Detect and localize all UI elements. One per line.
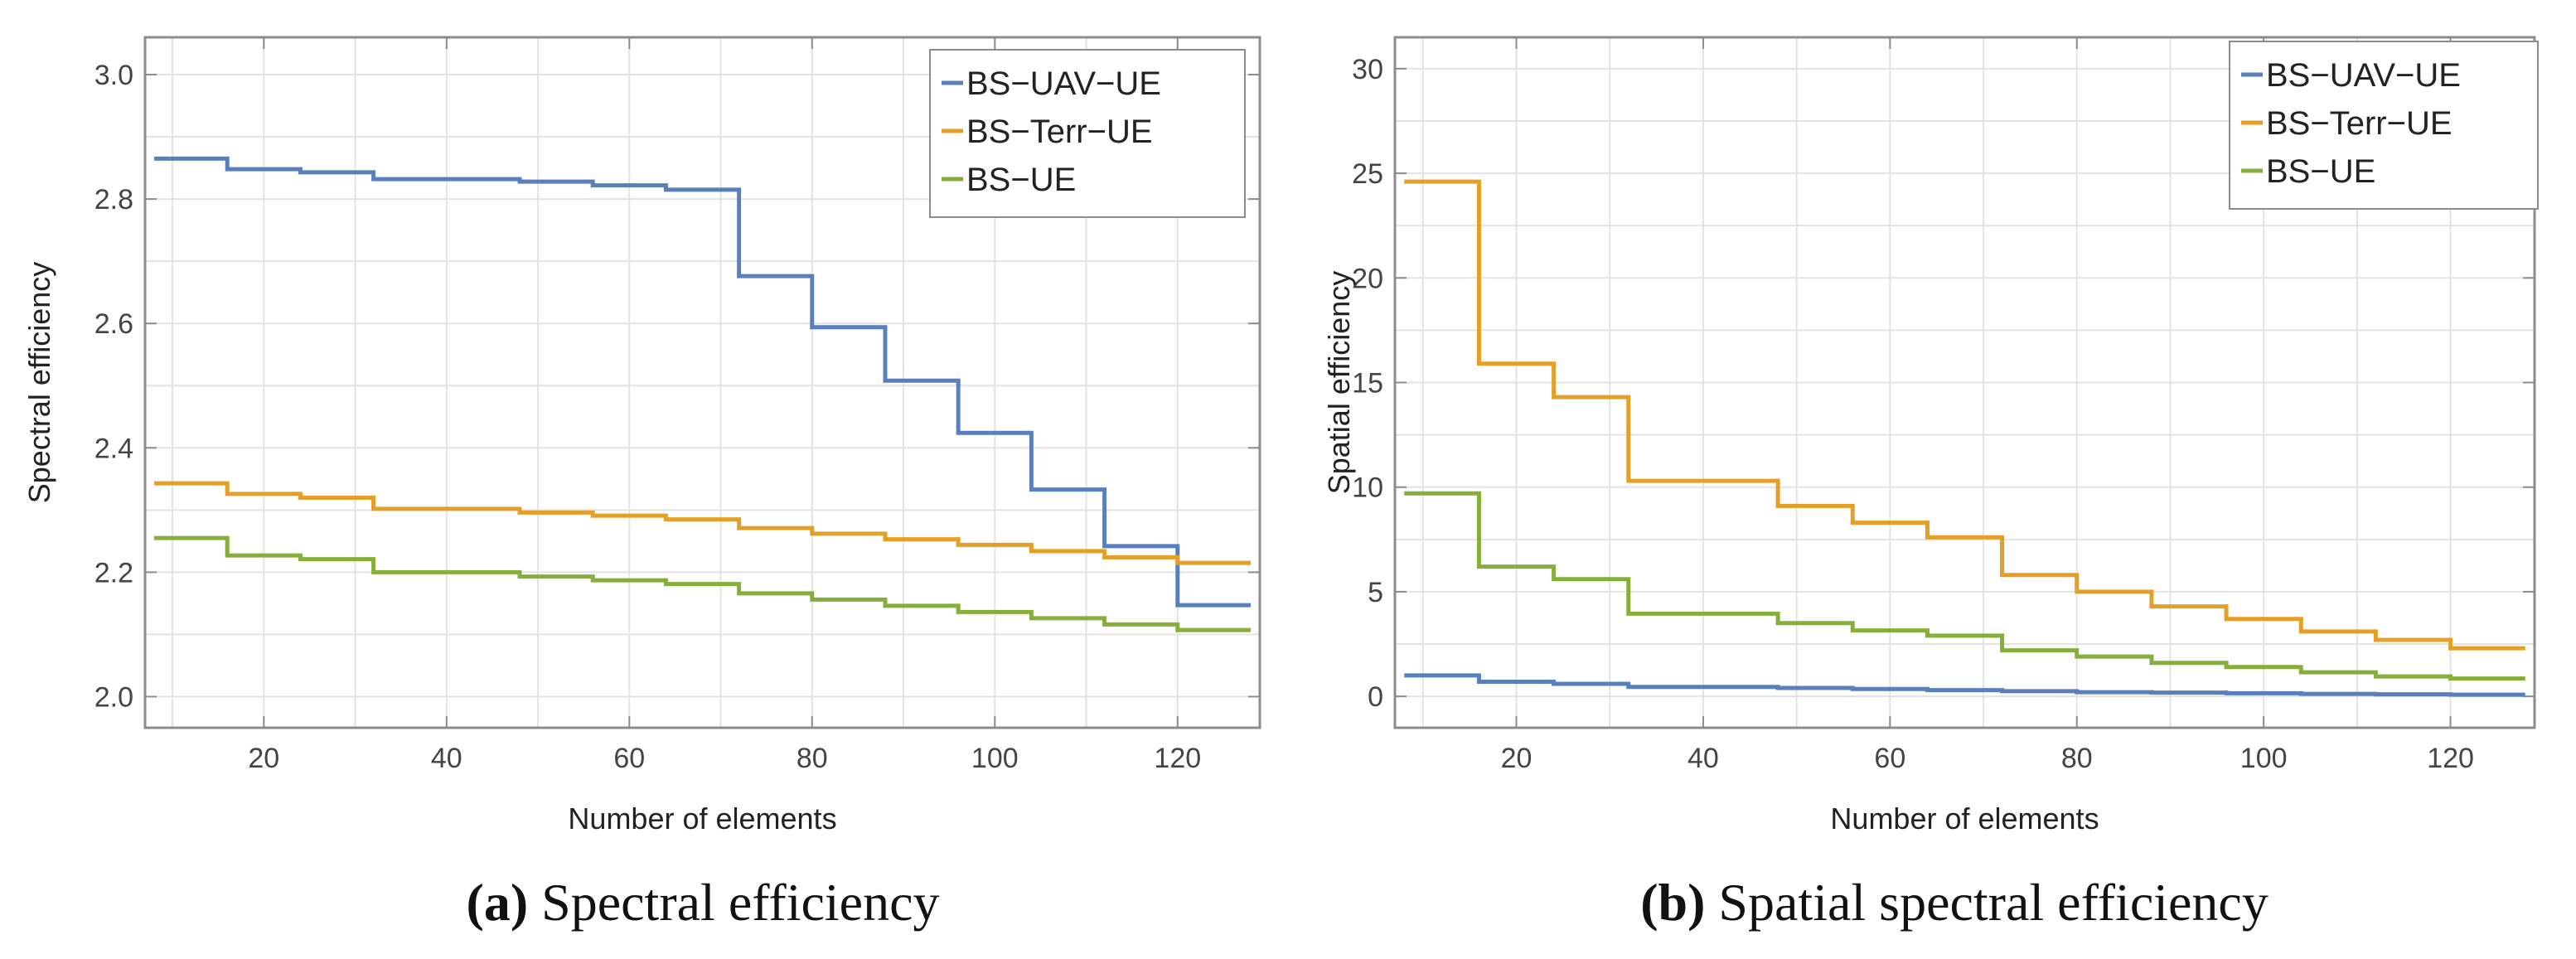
series-line-1 [1404,179,2525,651]
legend-label-0: BS−UAV−UE [2266,57,2461,94]
series-line-0 [1404,673,2525,697]
caption-text: Spatial spectral efficiency [1705,873,2268,932]
x-tick-label: 80 [2061,743,2093,774]
x-tick-label: 60 [613,743,645,774]
legend-label-2: BS−UE [966,162,1076,198]
legend-label-0: BS−UAV−UE [966,65,1161,102]
y-tick-label: 2.2 [94,557,133,588]
legend: BS−UAV−UE BS−Terr−UE BS−UE [929,49,1246,218]
y-tick-label: 2.8 [94,184,133,216]
y-tick-label: 30 [1352,54,1383,85]
x-tick-label: 120 [2427,743,2474,774]
caption-letter: (a) [467,873,529,932]
y-tick-label: 5 [1368,577,1383,608]
series-line-2 [1404,491,2525,681]
series-line-1 [154,481,1251,565]
x-tick-label: 60 [1874,743,1905,774]
y-tick-label: 0 [1368,681,1383,713]
y-tick-label: 3.0 [94,60,133,91]
x-axis-label: Number of elements [568,802,836,835]
x-tick-label: 80 [797,743,828,774]
legend: BS−UAV−UE BS−Terr−UE BS−UE [2229,41,2539,210]
tick-marks [145,37,1260,728]
legend-label-1: BS−Terr−UE [2266,105,2453,142]
y-axis-label: Spatial efficiency [1322,271,1356,495]
x-tick-label: 100 [971,743,1019,774]
y-tick-label: 2.6 [94,308,133,340]
legend-label-1: BS−Terr−UE [966,114,1153,150]
caption-letter: (b) [1640,873,1705,932]
caption-text: Spectral efficiency [528,873,939,932]
y-tick-label: 10 [1352,472,1383,504]
caption: (a) Spectral efficiency [467,873,940,932]
x-tick-label: 120 [1154,743,1201,774]
y-axis-label: Spectral efficiency [22,262,56,503]
legend-box [929,49,1246,218]
x-tick-label: 100 [2240,743,2288,774]
y-tick-label: 20 [1352,263,1383,294]
chart-a: 20 40 60 80 100 120 2.0 2.2 2.4 2.6 2.8 3.0 Number o… [22,36,1261,932]
series-line-0 [154,156,1251,608]
y-tick-label: 15 [1352,368,1383,400]
x-tick-label: 40 [431,743,462,774]
x-tick-label: 20 [248,743,279,774]
chart-b: 20 40 60 80 100 120 0 5 10 15 20 25 30 Number of elem… [1322,36,2539,932]
legend-label-2: BS−UE [2266,153,2375,190]
y-tick-label: 25 [1352,158,1383,190]
x-tick-label: 20 [1501,743,1533,774]
legend-box [2229,41,2539,210]
x-axis-label: Number of elements [1830,802,2099,835]
caption: (b) Spatial spectral efficiency [1640,873,2269,932]
plot-frame [143,36,1261,729]
y-tick-label: 2.4 [94,433,133,464]
x-tick-label: 40 [1687,743,1719,774]
y-tick-label: 2.0 [94,681,133,713]
series-line-2 [154,535,1251,632]
